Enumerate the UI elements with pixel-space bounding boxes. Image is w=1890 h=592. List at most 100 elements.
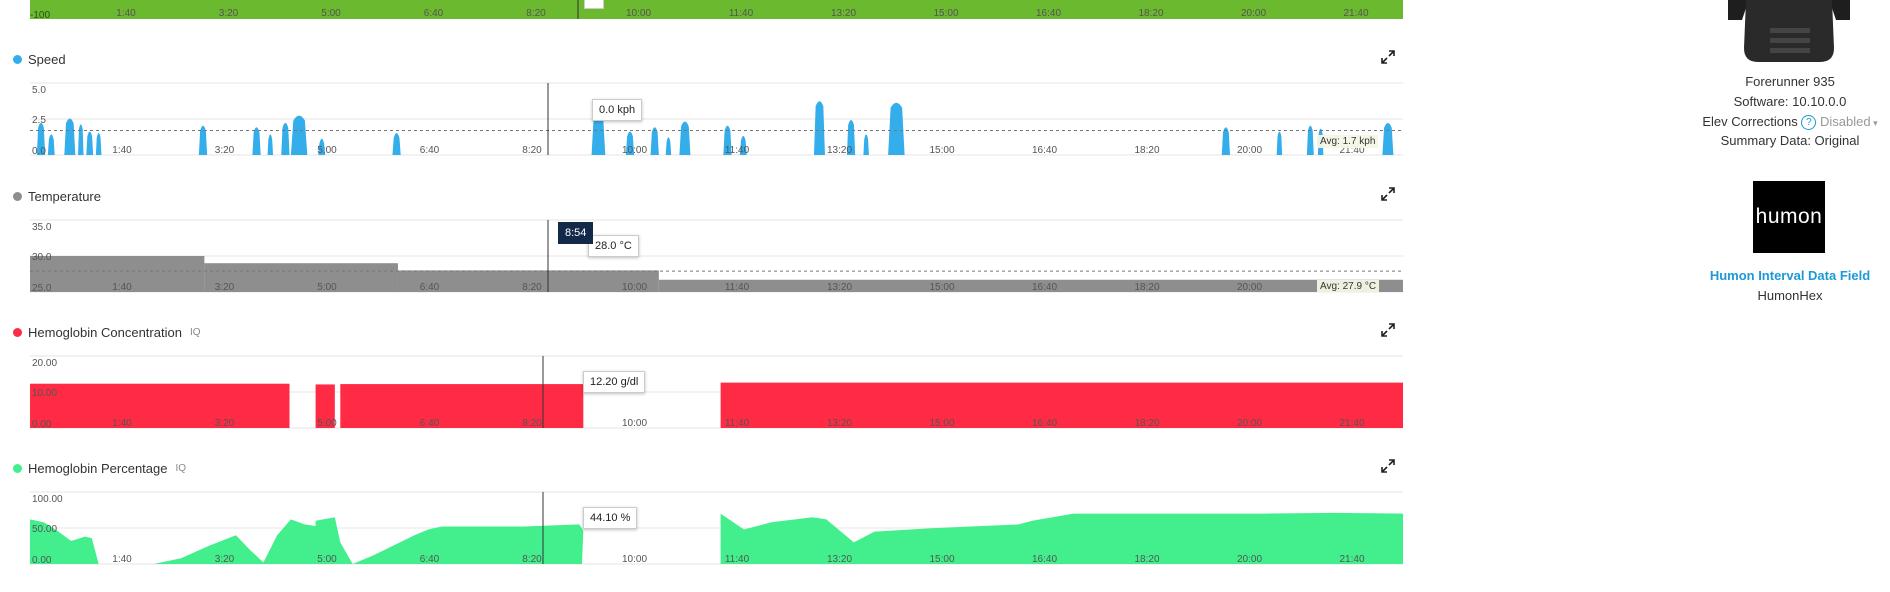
- top-x-tick-label: 6:40: [424, 8, 444, 19]
- x-tick-label: 21:40: [1339, 418, 1364, 429]
- y-tick-label: 0.00: [32, 555, 52, 566]
- y-tick-label: 20.00: [32, 358, 57, 369]
- summary-data: Summary Data: Original: [1720, 133, 1860, 148]
- chart-title: Hemoglobin Concentration IQ: [13, 325, 201, 340]
- chart-title-text: Hemoglobin Percentage: [28, 461, 168, 476]
- x-tick-label: 21:40: [1339, 554, 1364, 565]
- speed-burst: [591, 112, 606, 155]
- x-tick-label: 13:20: [827, 282, 852, 293]
- x-tick-label: 1:40: [112, 282, 132, 293]
- humon-logo[interactable]: humon: [1753, 181, 1825, 253]
- x-tick-label: 1:40: [112, 418, 132, 429]
- y-tick-label: 35.0: [32, 222, 52, 233]
- series-area: [720, 382, 1403, 428]
- x-tick-label: 6:40: [420, 554, 440, 565]
- series-color-dot: [13, 328, 22, 337]
- x-tick-label: 5:00: [317, 145, 337, 156]
- top-x-tick-label: 20:00: [1241, 8, 1266, 19]
- chart-title: Speed: [13, 52, 66, 67]
- x-tick-label: 5:00: [317, 282, 337, 293]
- app-link[interactable]: Humon Interval Data Field: [1709, 268, 1871, 283]
- y-tick-label: 25.0: [32, 283, 52, 294]
- y-tick-label: 50.00: [32, 524, 57, 535]
- top-x-tick-label: 10:00: [626, 8, 651, 19]
- speed-burst: [252, 127, 261, 155]
- x-tick-label: 3:20: [215, 554, 235, 565]
- x-tick-label: 5:00: [317, 554, 337, 565]
- speed-burst: [665, 137, 672, 155]
- x-tick-label: 8:20: [522, 554, 542, 565]
- x-tick-label: 6:40: [420, 418, 440, 429]
- value-tooltip: 44.10 %: [583, 507, 638, 529]
- series-area: [30, 519, 106, 564]
- speed-burst: [290, 115, 308, 155]
- top-chart-x-ticks: 1:40 3:20 5:00 6:40 8:20 10:00 11:40 13:20 15:00…: [116, 0, 1369, 19]
- speed-burst: [78, 124, 84, 155]
- x-tick-label: 10:00: [622, 282, 647, 293]
- y-tick-label: 5.0: [32, 85, 46, 96]
- help-icon[interactable]: ?: [1801, 115, 1817, 131]
- x-tick-label: 16:40: [1032, 145, 1057, 156]
- chart-title-text: Speed: [28, 52, 66, 67]
- series-area: [102, 519, 319, 564]
- x-tick-label: 11:40: [725, 554, 750, 565]
- series-area: [720, 512, 1403, 564]
- speed-burst: [1382, 122, 1394, 155]
- top-chart: -100 1:40 3:20 5:00 6:40 8:20 10:00 11:40 13:20…: [30, 0, 1403, 21]
- speed-burst: [739, 135, 747, 155]
- humon-logo-text: humon: [1755, 205, 1823, 228]
- x-tick-label: 11:40: [725, 418, 750, 429]
- chart-title-text: Hemoglobin Concentration: [28, 325, 182, 340]
- top-chart-tooltip-edge: [584, 0, 604, 9]
- dropdown-arrow-icon[interactable]: ▾: [1870, 118, 1878, 128]
- top-chart-ytick: -100: [30, 10, 51, 21]
- speed-burst: [846, 120, 856, 155]
- expand-icon[interactable]: [1381, 459, 1395, 473]
- series-area: [340, 384, 584, 428]
- top-x-tick-label: 3:20: [219, 8, 239, 19]
- y-tick-label: 10.00: [32, 388, 57, 399]
- chart-plot: 20.00 10.00 0.00 1:40 3:20 5:00 6:40 8:20 10:00 1…: [30, 355, 1403, 430]
- series-color-dot: [13, 55, 22, 64]
- x-tick-label: 6:40: [420, 145, 440, 156]
- temperature-step: [658, 279, 1403, 292]
- expand-icon[interactable]: [1381, 50, 1395, 64]
- speed-burst: [267, 134, 274, 155]
- device-name: Forerunner 935: [1745, 74, 1835, 89]
- expand-icon[interactable]: [1381, 187, 1395, 201]
- speed-burst: [95, 132, 102, 155]
- expand-icon[interactable]: [1381, 323, 1395, 337]
- x-tick-label: 3:20: [215, 282, 235, 293]
- top-x-tick-label: 8:20: [526, 8, 546, 19]
- cursor-time-badge: 8:54: [558, 222, 594, 244]
- speed-burst: [198, 125, 208, 155]
- x-tick-label: 18:20: [1134, 145, 1159, 156]
- chart-title: Temperature: [13, 189, 101, 204]
- x-tick-label: 15:00: [929, 554, 954, 565]
- x-tick-label: 1:40: [112, 145, 132, 156]
- x-tick-label: 8:20: [522, 145, 542, 156]
- x-tick-label: 11:40: [725, 145, 750, 156]
- speed-burst: [64, 118, 76, 155]
- series-area: [315, 517, 584, 564]
- value-tooltip: 12.20 g/dl: [583, 371, 646, 393]
- average-label: Avg: 1.7 kph: [1317, 135, 1379, 148]
- device-image: [1722, 0, 1856, 64]
- elev-corrections: Elev Corrections ? Disabled ▾: [1690, 114, 1890, 131]
- top-x-tick-label: 5:00: [321, 8, 341, 19]
- speed-burst: [47, 134, 55, 155]
- y-tick-label: 2.5: [32, 115, 46, 126]
- x-tick-label: 10:00: [622, 418, 647, 429]
- series-area: [30, 383, 290, 428]
- speed-burst: [813, 101, 825, 155]
- elev-corrections-value[interactable]: Disabled: [1820, 114, 1871, 129]
- x-tick-label: 1:40: [112, 554, 132, 565]
- x-tick-label: 11:40: [725, 282, 750, 293]
- x-tick-label: 15:00: [929, 145, 954, 156]
- x-tick-label: 15:00: [929, 282, 954, 293]
- series-color-dot: [13, 192, 22, 201]
- x-tick-label: 18:20: [1134, 418, 1159, 429]
- x-tick-label: 3:20: [215, 145, 235, 156]
- speed-burst: [1221, 127, 1231, 155]
- speed-burst: [863, 134, 869, 155]
